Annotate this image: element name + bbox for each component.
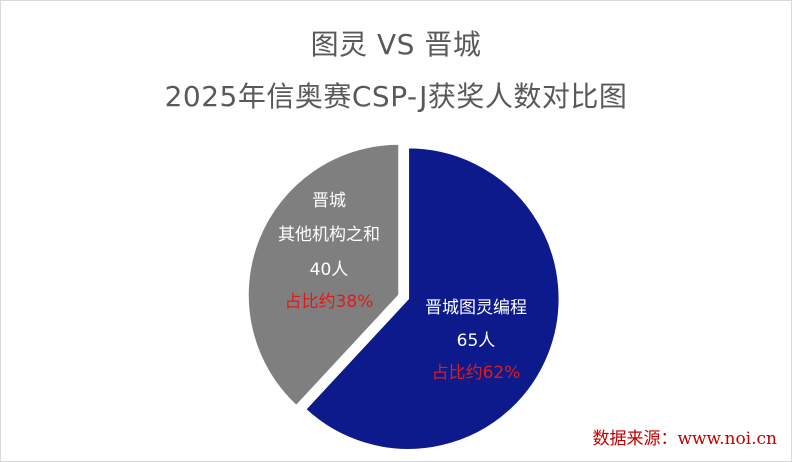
slice-others-count: 40人	[310, 260, 349, 280]
slice-others-label-line-2: 其他机构之和	[278, 225, 380, 245]
slice-tuling-label: 晋城图灵编程	[425, 298, 527, 318]
slice-tuling-count: 65人	[457, 331, 496, 351]
chart-title-line-2: 2025年信奥赛CSP-J获奖人数对比图	[164, 80, 628, 113]
slice-tuling-share: 占比约62%	[432, 363, 521, 383]
data-source-note: 数据来源：www.noi.cn	[592, 429, 777, 449]
slice-others-share: 占比约38%	[285, 292, 374, 312]
pie-slice-others	[247, 143, 400, 407]
slice-others-label-line-1: 晋城	[312, 191, 346, 211]
pie-slice-tuling	[304, 146, 560, 451]
chart-title-line-1: 图灵 VS 晋城	[310, 28, 482, 61]
